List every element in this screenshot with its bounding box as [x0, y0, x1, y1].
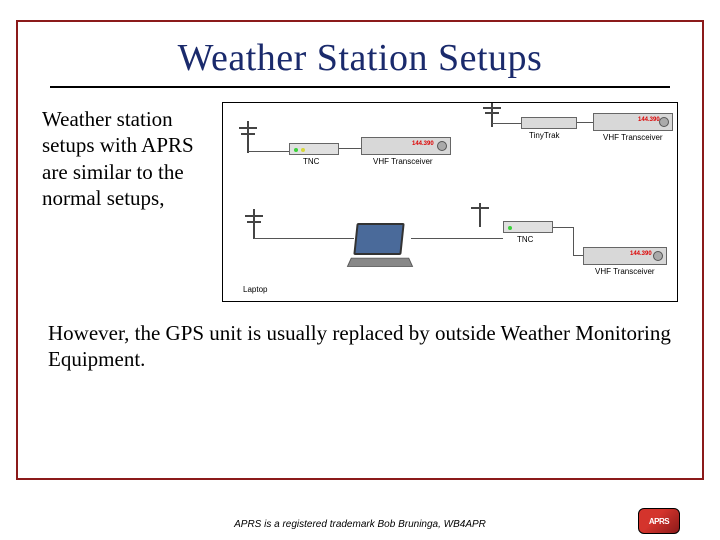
antenna-cross-icon — [483, 107, 501, 109]
page-title: Weather Station Setups — [18, 36, 702, 80]
setup-diagram: TNC 144.390 VHF Transceiver TinyTrak — [222, 102, 678, 302]
wire — [553, 227, 573, 228]
tnc-device — [289, 143, 339, 155]
vhf-transceiver-device: 144.390 — [593, 113, 673, 131]
led-icon — [294, 148, 298, 152]
tnc-device — [503, 221, 553, 233]
laptop-base — [347, 258, 413, 267]
vhf-label: VHF Transceiver — [603, 133, 663, 142]
tinytrak-label: TinyTrak — [529, 131, 560, 140]
slide-frame: Weather Station Setups Weather station s… — [16, 20, 704, 480]
antenna-cross-icon — [471, 207, 489, 209]
tinytrak-device — [521, 117, 577, 129]
footer-trademark: APRS is a registered trademark Bob Bruni… — [0, 519, 720, 530]
aprs-logo-icon: APRS — [638, 508, 680, 534]
antenna-cross-icon — [485, 112, 499, 114]
wire — [248, 151, 289, 152]
wire — [492, 123, 521, 124]
vhf-transceiver-device: 144.390 — [361, 137, 451, 155]
wire — [411, 238, 503, 239]
antenna-cross-icon — [245, 215, 263, 217]
conclusion-paragraph: However, the GPS unit is usually replace… — [48, 320, 672, 373]
wire — [573, 227, 574, 255]
freq-label: 144.390 — [630, 251, 652, 257]
led-icon — [301, 148, 305, 152]
laptop-device — [353, 223, 404, 255]
vhf-label: VHF Transceiver — [595, 267, 655, 276]
intro-paragraph: Weather station setups with APRS are sim… — [42, 102, 212, 302]
led-icon — [508, 226, 512, 230]
wire — [339, 148, 361, 149]
antenna-icon — [253, 209, 255, 239]
freq-label: 144.390 — [412, 141, 434, 147]
content-row: Weather station setups with APRS are sim… — [18, 102, 702, 302]
freq-label: 144.390 — [638, 117, 660, 123]
title-underline — [50, 86, 670, 88]
wire — [254, 238, 354, 239]
antenna-icon — [247, 121, 249, 153]
wire — [573, 255, 583, 256]
antenna-cross-icon — [241, 133, 255, 135]
vhf-transceiver-device: 144.390 — [583, 247, 667, 265]
tnc-label: TNC — [517, 235, 533, 244]
aprs-logo-text: APRS — [649, 517, 669, 526]
vhf-label: VHF Transceiver — [373, 157, 433, 166]
antenna-cross-icon — [239, 127, 257, 129]
laptop-label: Laptop — [243, 285, 267, 294]
wire — [577, 122, 593, 123]
tnc-label: TNC — [303, 157, 319, 166]
antenna-cross-icon — [247, 221, 261, 223]
